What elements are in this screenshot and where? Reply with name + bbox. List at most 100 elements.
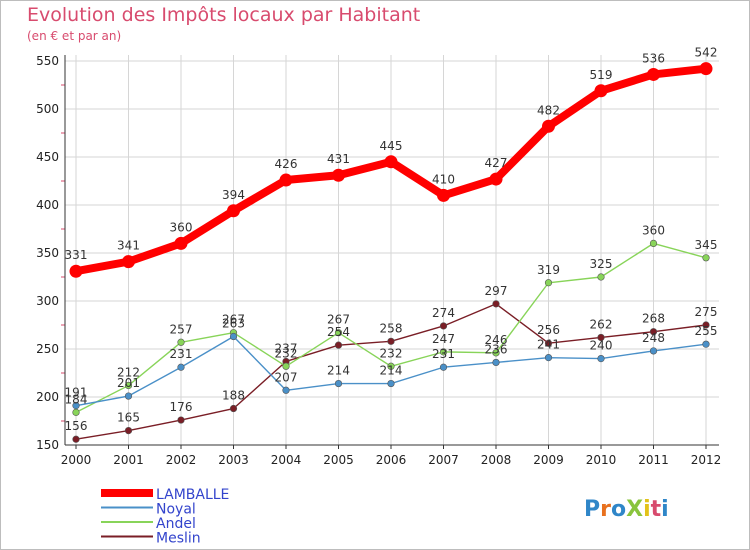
data-label-meslin: 268 (642, 312, 665, 326)
data-label-andel: 267 (327, 313, 350, 327)
data-point-noyal (492, 358, 500, 367)
legend-label-noyal: Noyal (156, 502, 196, 518)
data-label-lamballe: 410 (432, 172, 455, 186)
data-label-lamballe: 331 (65, 248, 88, 262)
data-label-noyal: 214 (380, 364, 403, 378)
data-label-lamballe: 341 (117, 239, 140, 253)
data-point-lamballe (174, 236, 188, 250)
data-point-lamballe (227, 204, 240, 218)
x-tick-label: 2011 (638, 453, 669, 467)
data-point-noyal (649, 347, 658, 355)
data-point-noyal (597, 355, 605, 363)
data-point-andel (334, 329, 343, 337)
data-point-andel (282, 362, 290, 370)
data-point-noyal (387, 379, 395, 388)
data-label-andel: 246 (485, 333, 508, 347)
data-label-andel: 345 (695, 238, 718, 252)
data-point-meslin (492, 300, 500, 308)
data-label-lamballe: 427 (485, 156, 508, 170)
data-label-meslin: 156 (65, 419, 88, 433)
data-point-andel (439, 348, 448, 356)
data-point-noyal (544, 354, 553, 362)
data-point-andel (597, 273, 605, 281)
data-label-lamballe: 536 (642, 51, 665, 65)
data-label-meslin: 237 (275, 341, 298, 355)
data-point-meslin (387, 337, 395, 345)
x-tick-label: 2009 (533, 453, 564, 467)
data-label-meslin: 254 (327, 325, 350, 339)
data-label-andel: 232 (275, 346, 298, 360)
x-tick-label: 2010 (586, 453, 617, 467)
data-point-meslin (702, 321, 710, 329)
data-label-meslin: 165 (117, 411, 140, 425)
y-tick-label: 550 (36, 54, 59, 68)
data-point-noyal (282, 386, 290, 394)
x-tick-label: 2001 (113, 453, 144, 467)
data-label-noyal: 255 (695, 324, 718, 338)
data-label-meslin: 256 (537, 323, 560, 337)
data-point-noyal (702, 340, 710, 348)
data-point-lamballe (699, 62, 713, 76)
legend-label-andel: Andel (156, 516, 196, 532)
chart-subtitle: (en € et par an) (27, 29, 122, 43)
x-tick-label: 2002 (166, 453, 197, 467)
data-point-meslin (229, 404, 238, 413)
data-label-noyal: 231 (170, 347, 193, 361)
x-tick-label: 2006 (376, 453, 407, 467)
data-label-lamballe: 394 (222, 188, 245, 202)
data-label-noyal: 207 (275, 370, 298, 384)
x-tick-label: 2003 (218, 453, 249, 467)
data-point-meslin (544, 339, 553, 347)
data-label-noyal: 248 (642, 331, 665, 345)
x-tick-label: 2004 (271, 453, 302, 467)
data-label-andel: 184 (65, 392, 88, 406)
data-point-lamballe (594, 84, 608, 98)
data-label-lamballe: 360 (170, 220, 193, 234)
data-point-noyal (229, 332, 238, 341)
data-label-andel: 212 (117, 365, 140, 379)
data-label-noyal: 241 (537, 338, 560, 352)
data-label-meslin: 262 (590, 317, 613, 331)
data-point-noyal (334, 379, 343, 388)
data-point-lamballe (437, 188, 450, 202)
data-label-andel: 360 (642, 223, 665, 237)
data-label-andel: 319 (537, 263, 560, 277)
data-point-lamballe (122, 255, 135, 269)
data-point-andel (702, 254, 710, 262)
data-label-andel: 247 (432, 332, 455, 346)
data-point-meslin (649, 328, 658, 336)
x-tick-label: 2000 (61, 453, 92, 467)
x-tick-label: 2007 (428, 453, 459, 467)
data-point-lamballe (279, 173, 293, 187)
data-point-andel (492, 349, 500, 357)
data-label-lamballe: 445 (380, 139, 403, 153)
data-label-andel: 257 (170, 322, 193, 336)
data-point-lamballe (69, 264, 83, 278)
data-label-lamballe: 426 (275, 157, 298, 171)
data-label-lamballe: 519 (590, 68, 613, 82)
data-point-lamballe (647, 67, 660, 81)
y-tick-label: 200 (36, 390, 59, 404)
data-point-meslin (177, 416, 185, 424)
y-tick-label: 400 (36, 198, 59, 212)
data-point-noyal (177, 363, 185, 371)
y-tick-label: 300 (36, 294, 59, 308)
data-point-lamballe (542, 119, 555, 133)
y-tick-label: 500 (36, 102, 59, 116)
data-point-noyal (124, 392, 133, 400)
data-point-andel (177, 338, 185, 346)
data-point-andel (387, 362, 395, 370)
data-label-noyal: 236 (485, 342, 508, 356)
data-label-meslin: 297 (485, 284, 508, 298)
data-label-andel: 325 (590, 257, 613, 271)
data-label-meslin: 275 (695, 305, 718, 319)
data-label-meslin: 274 (432, 306, 455, 320)
data-label-noyal: 214 (327, 364, 350, 378)
data-point-meslin (597, 333, 605, 342)
data-label-meslin: 258 (380, 321, 403, 335)
data-point-noyal (439, 363, 448, 371)
data-label-noyal: 240 (590, 339, 613, 353)
x-tick-label: 2005 (323, 453, 354, 467)
